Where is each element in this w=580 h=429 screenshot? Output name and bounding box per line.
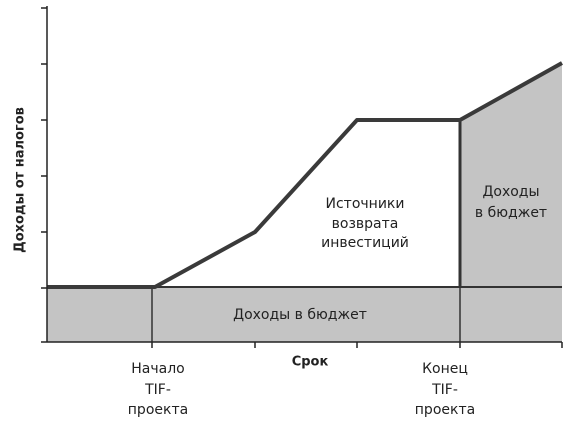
milestone-label: проекта <box>128 402 188 418</box>
milestone-label: TIF- <box>431 382 458 398</box>
milestone-label: Начало <box>131 361 184 377</box>
y-axis-label: Доходы от налогов <box>13 107 28 253</box>
x-axis-label: Срок <box>292 355 329 370</box>
milestone-label: TIF- <box>144 382 171 398</box>
region-label: возврата <box>332 216 399 232</box>
axes <box>41 6 563 348</box>
region-label: Доходы в бюджет <box>233 307 367 323</box>
base-revenue-area <box>47 287 562 342</box>
milestone-label: проекта <box>415 402 475 418</box>
after-revenue-area <box>460 63 562 287</box>
region-label: в бюджет <box>475 205 547 221</box>
revenue-line <box>47 61 563 289</box>
milestone-label: Конец <box>422 361 468 377</box>
region-label: Доходы <box>482 184 539 200</box>
region-label: инвестиций <box>321 235 409 251</box>
region-label: Источники <box>326 196 405 212</box>
